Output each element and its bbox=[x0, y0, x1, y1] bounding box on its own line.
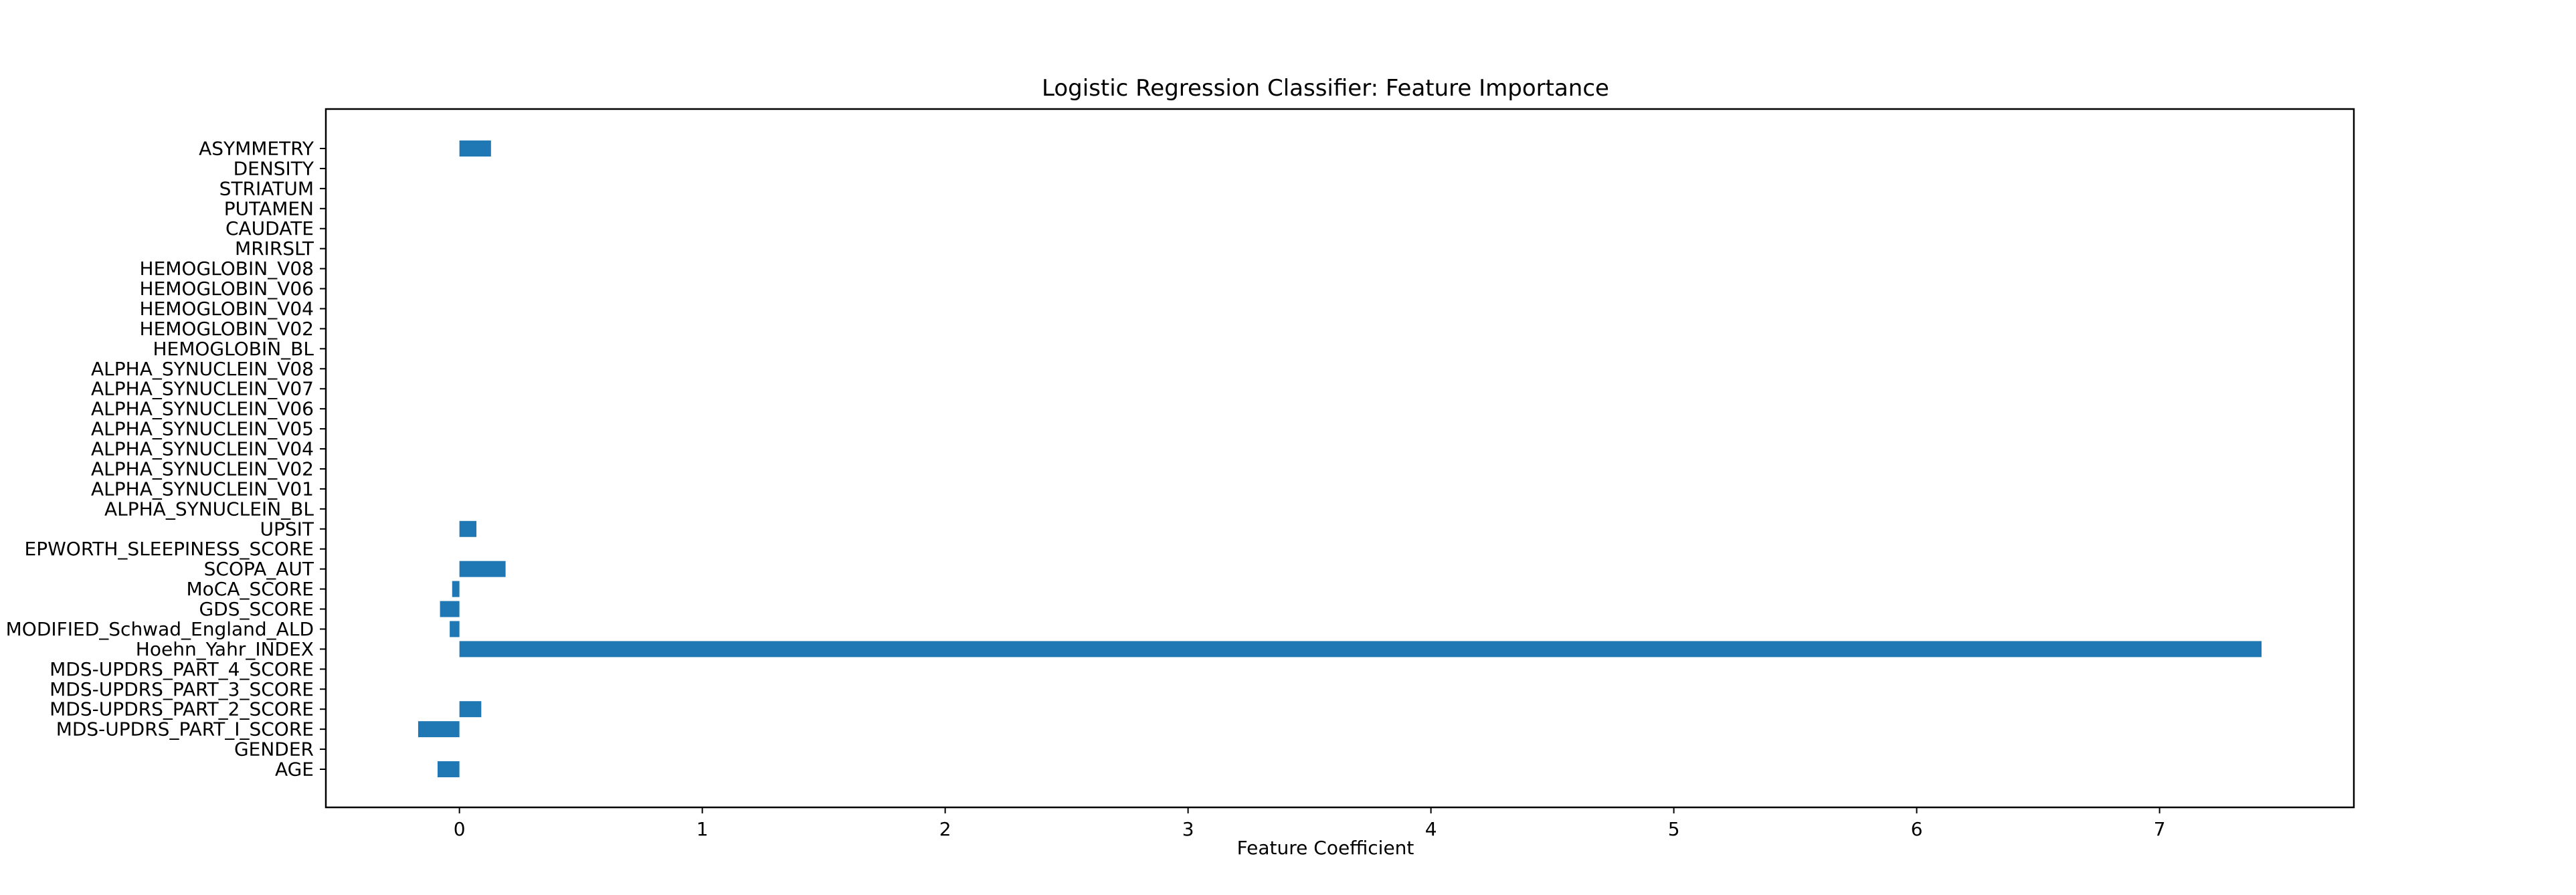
y-tick-label: EPWORTH_SLEEPINESS_SCORE bbox=[25, 538, 314, 560]
y-tick-label: HEMOGLOBIN_V02 bbox=[140, 318, 314, 340]
x-tick-label: 4 bbox=[1425, 818, 1437, 840]
y-tick-label: MoCA_SCORE bbox=[186, 578, 314, 600]
x-tick-label: 0 bbox=[454, 818, 466, 840]
bar-upsit bbox=[459, 520, 477, 537]
bar-mds-updrs-part-2-score bbox=[459, 701, 482, 718]
y-tick-label: HEMOGLOBIN_V08 bbox=[140, 258, 314, 280]
y-tick-label: UPSIT bbox=[260, 518, 314, 540]
y-tick-label: ALPHA_SYNUCLEIN_V04 bbox=[91, 438, 314, 460]
y-tick-label: GENDER bbox=[234, 738, 314, 761]
y-axis-ticks: AGEGENDERMDS-UPDRS_PART_I_SCOREMDS-UPDRS… bbox=[6, 138, 326, 781]
y-tick-label: STRIATUM bbox=[219, 177, 314, 199]
y-tick-label: ALPHA_SYNUCLEIN_V08 bbox=[91, 358, 314, 380]
y-tick-label: MDS-UPDRS_PART_2_SCORE bbox=[50, 698, 314, 720]
bar-mds-updrs-part-i-score bbox=[418, 721, 460, 738]
y-tick-label: Hoehn_Yahr_INDEX bbox=[136, 638, 314, 660]
x-tick-label: 1 bbox=[697, 818, 709, 840]
y-tick-label: ALPHA_SYNUCLEIN_BL bbox=[104, 498, 314, 520]
y-tick-label: MRIRSLT bbox=[235, 237, 314, 260]
x-tick-label: 3 bbox=[1182, 818, 1194, 840]
bar-age bbox=[437, 761, 460, 777]
y-tick-label: PUTAMEN bbox=[224, 197, 314, 219]
plot-frame bbox=[325, 108, 2355, 809]
y-tick-label: AGE bbox=[275, 759, 314, 781]
y-tick-label: SCOPA_AUT bbox=[204, 558, 314, 580]
bar-scopa-aut bbox=[459, 561, 506, 577]
y-tick-label: GDS_SCORE bbox=[199, 598, 314, 620]
y-tick-label: ALPHA_SYNUCLEIN_V02 bbox=[91, 458, 314, 480]
y-tick-label: ASYMMETRY bbox=[199, 138, 314, 160]
y-tick-label: MDS-UPDRS_PART_I_SCORE bbox=[56, 718, 314, 740]
bar-gds-score bbox=[440, 601, 460, 617]
y-tick-label: HEMOGLOBIN_V04 bbox=[140, 298, 314, 320]
bar-hoehn-yahr-index bbox=[459, 641, 2262, 658]
bars-layer bbox=[418, 140, 2262, 777]
x-tick-label: 5 bbox=[1668, 818, 1680, 840]
y-tick-label: MODIFIED_Schwad_England_ALD bbox=[6, 618, 314, 640]
x-tick-label: 7 bbox=[2154, 818, 2166, 840]
x-tick-label: 6 bbox=[1911, 818, 1923, 840]
y-tick-label: ALPHA_SYNUCLEIN_V07 bbox=[91, 378, 314, 400]
y-tick-label: ALPHA_SYNUCLEIN_V06 bbox=[91, 398, 314, 420]
y-tick-label: ALPHA_SYNUCLEIN_V01 bbox=[91, 478, 314, 500]
y-tick-label: HEMOGLOBIN_V06 bbox=[140, 278, 314, 300]
y-tick-label: MDS-UPDRS_PART_3_SCORE bbox=[50, 678, 314, 700]
bar-modified-schwad-england-ald bbox=[450, 621, 460, 637]
y-tick-label: ALPHA_SYNUCLEIN_V05 bbox=[91, 418, 314, 440]
y-tick-label: HEMOGLOBIN_BL bbox=[153, 338, 314, 360]
x-axis-label: Feature Coefficient bbox=[1237, 837, 1414, 859]
bar-asymmetry bbox=[459, 140, 491, 157]
x-axis-ticks: 0 1 2 3 4 5 6 7 bbox=[454, 807, 2166, 840]
y-tick-label: MDS-UPDRS_PART_4_SCORE bbox=[50, 658, 314, 680]
x-tick-label: 2 bbox=[939, 818, 951, 840]
chart-title: Logistic Regression Classifier: Feature … bbox=[1042, 75, 1609, 102]
y-tick-label: CAUDATE bbox=[225, 217, 314, 239]
y-tick-label: DENSITY bbox=[234, 157, 314, 179]
bar-moca-score bbox=[452, 581, 460, 597]
